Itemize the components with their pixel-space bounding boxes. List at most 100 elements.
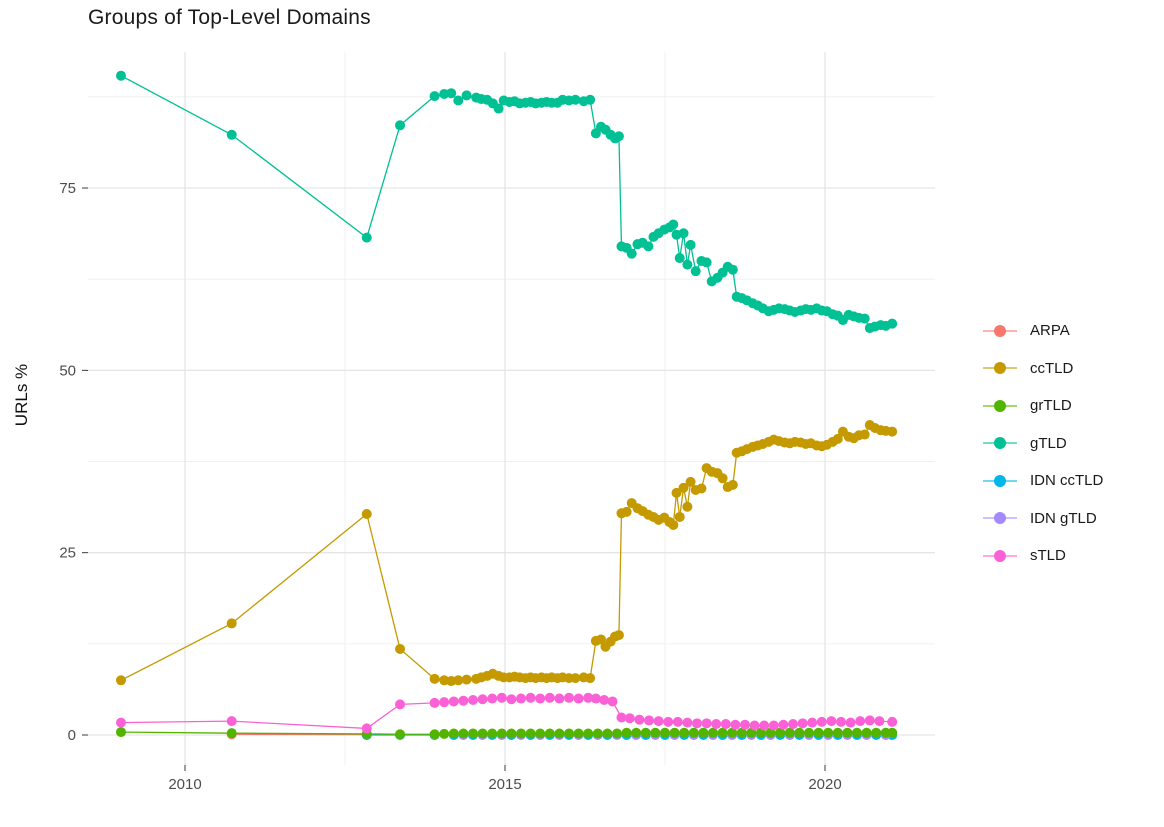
data-point-grtld bbox=[727, 727, 738, 738]
data-point-gtld bbox=[493, 103, 504, 114]
data-point-cctld bbox=[727, 479, 738, 490]
data-point-gtld bbox=[887, 318, 898, 329]
data-point-cctld bbox=[685, 476, 696, 487]
data-point-stld bbox=[544, 692, 555, 703]
legend-item-idn-cctld: IDN ccTLD bbox=[983, 462, 1103, 500]
data-point-grtld bbox=[448, 728, 459, 739]
data-point-grtld bbox=[804, 727, 814, 738]
legend-key-dot bbox=[994, 549, 1006, 562]
data-point-gtld bbox=[613, 131, 624, 142]
data-point-stld bbox=[590, 693, 601, 704]
data-point-stld bbox=[653, 716, 664, 727]
data-point-cctld bbox=[116, 675, 126, 686]
data-point-grtld bbox=[573, 728, 584, 739]
data-point-stld bbox=[644, 715, 654, 726]
data-point-grtld bbox=[861, 727, 872, 738]
data-point-grtld bbox=[794, 727, 805, 738]
data-point-stld bbox=[845, 717, 856, 728]
data-point-stld bbox=[599, 694, 610, 705]
legend-label: ARPA bbox=[1030, 322, 1070, 340]
data-point-stld bbox=[887, 716, 898, 727]
data-point-stld bbox=[874, 716, 885, 727]
data-point-grtld bbox=[708, 727, 718, 738]
legend-label: IDN ccTLD bbox=[1030, 472, 1104, 490]
legend-item-arpa: ARPA bbox=[983, 312, 1103, 350]
data-point-stld bbox=[807, 717, 818, 728]
legend-key-idn-cctld-icon bbox=[983, 474, 1017, 487]
data-point-stld bbox=[496, 692, 507, 703]
data-point-stld bbox=[395, 699, 406, 710]
data-point-stld bbox=[740, 719, 750, 730]
legend-key-idn-gtld-icon bbox=[983, 512, 1017, 525]
data-point-grtld bbox=[832, 727, 843, 738]
data-point-grtld bbox=[871, 727, 882, 738]
data-point-gtld bbox=[429, 91, 440, 102]
data-point-cctld bbox=[887, 426, 898, 437]
data-point-cctld bbox=[717, 473, 728, 484]
data-point-stld bbox=[583, 692, 594, 703]
data-point-stld bbox=[797, 718, 808, 729]
data-point-cctld bbox=[859, 429, 870, 440]
data-point-cctld bbox=[453, 675, 464, 686]
data-point-grtld bbox=[717, 727, 728, 738]
legend-label: IDN gTLD bbox=[1030, 509, 1097, 527]
data-point-stld bbox=[487, 693, 498, 704]
data-point-grtld bbox=[602, 728, 613, 739]
data-point-cctld bbox=[361, 509, 372, 520]
legend-key-dot bbox=[994, 512, 1006, 525]
data-point-grtld bbox=[506, 728, 517, 739]
data-point-grtld bbox=[439, 728, 450, 739]
legend-label: grTLD bbox=[1030, 397, 1072, 415]
legend-item-gtld: gTLD bbox=[983, 425, 1103, 463]
data-point-gtld bbox=[585, 94, 596, 105]
data-point-stld bbox=[855, 716, 866, 727]
legend: ARPA ccTLD grTLD gTLD IDN ccTLD IDN gTLD sTLD bbox=[983, 312, 1103, 575]
data-point-grtld bbox=[612, 728, 622, 739]
data-point-grtld bbox=[525, 728, 536, 739]
data-point-grtld bbox=[621, 727, 632, 738]
data-point-stld bbox=[429, 697, 440, 708]
data-point-stld bbox=[816, 716, 827, 727]
data-point-stld bbox=[573, 693, 584, 704]
data-point-cctld bbox=[832, 433, 843, 444]
data-point-cctld bbox=[461, 674, 472, 685]
data-point-gtld bbox=[361, 232, 372, 243]
data-point-stld bbox=[448, 696, 459, 707]
data-point-stld bbox=[711, 719, 722, 730]
data-point-cctld bbox=[226, 618, 237, 629]
data-point-stld bbox=[730, 719, 741, 730]
data-point-stld bbox=[458, 695, 469, 706]
data-point-grtld bbox=[477, 728, 488, 739]
data-point-stld bbox=[788, 719, 798, 730]
legend-key-dot bbox=[994, 474, 1006, 487]
data-point-grtld bbox=[535, 728, 546, 739]
data-point-stld bbox=[439, 697, 450, 708]
data-point-gtld bbox=[643, 241, 654, 252]
data-point-stld bbox=[516, 693, 526, 704]
legend-label: sTLD bbox=[1030, 547, 1066, 565]
legend-item-idn-gtld: IDN gTLD bbox=[983, 500, 1103, 538]
data-point-stld bbox=[361, 723, 372, 734]
data-point-grtld bbox=[852, 727, 862, 738]
data-point-stld bbox=[634, 714, 645, 725]
legend-key-dot bbox=[994, 324, 1006, 337]
data-point-grtld bbox=[669, 727, 680, 738]
data-point-gtld bbox=[570, 94, 581, 105]
data-point-grtld bbox=[544, 728, 555, 739]
data-point-grtld bbox=[784, 727, 795, 738]
data-point-grtld bbox=[640, 727, 651, 738]
data-point-grtld bbox=[468, 728, 478, 739]
data-point-gtld bbox=[674, 253, 685, 264]
data-point-grtld bbox=[116, 727, 126, 738]
data-point-stld bbox=[672, 716, 683, 727]
legend-item-grtld: grTLD bbox=[983, 387, 1103, 425]
data-point-cctld bbox=[570, 673, 581, 684]
x-tick-label: 2015 bbox=[488, 776, 521, 793]
legend-item-cctld: ccTLD bbox=[983, 350, 1103, 388]
data-point-stld bbox=[506, 694, 517, 705]
legend-key-dot bbox=[994, 362, 1006, 375]
data-point-gtld bbox=[690, 266, 701, 277]
data-point-grtld bbox=[679, 727, 690, 738]
data-point-stld bbox=[692, 718, 702, 729]
data-point-gtld bbox=[395, 120, 406, 131]
